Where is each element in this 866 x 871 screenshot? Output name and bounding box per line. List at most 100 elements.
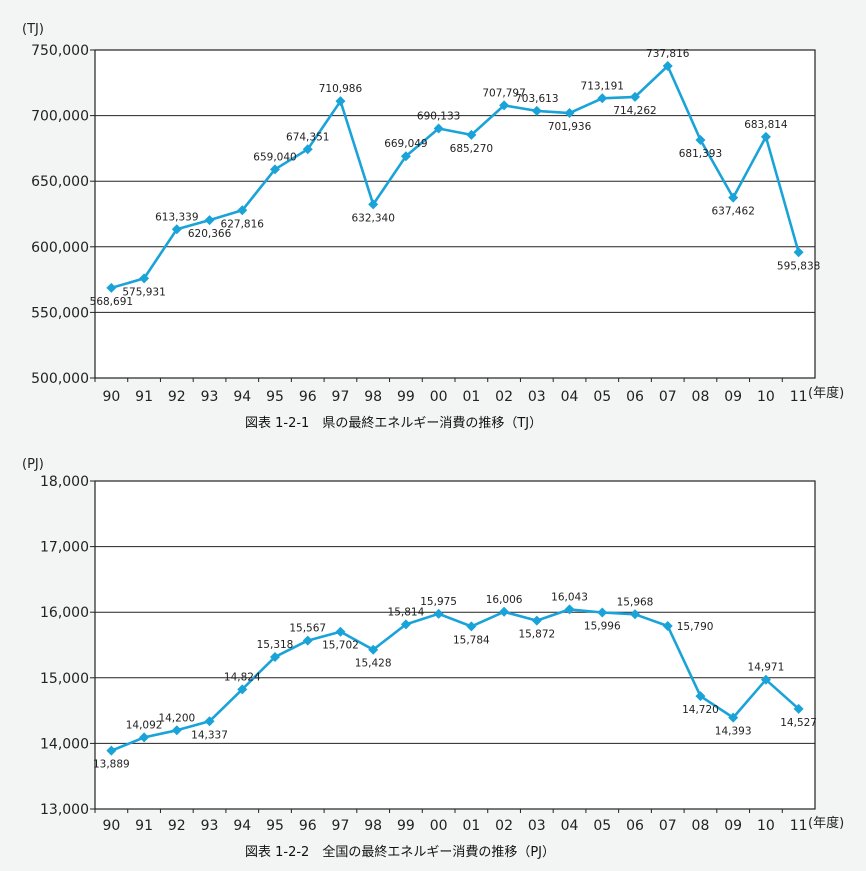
data-point — [564, 604, 575, 615]
data-label: 13,889 — [93, 759, 130, 771]
data-label: 14,337 — [191, 729, 228, 741]
data-label: 15,567 — [289, 623, 326, 635]
data-point — [171, 224, 182, 235]
data-point — [204, 215, 215, 226]
x-tick-label: 03 — [528, 818, 546, 834]
data-label: 620,366 — [188, 228, 232, 240]
data-label: 690,133 — [417, 111, 460, 123]
data-label: 669,049 — [384, 138, 427, 150]
data-point — [793, 703, 804, 714]
data-point — [270, 164, 280, 175]
data-point — [204, 716, 215, 727]
x-tick-label: 01 — [462, 389, 480, 405]
data-point — [564, 108, 575, 119]
data-point — [302, 144, 313, 155]
y-tick-label: 13,000 — [40, 802, 89, 818]
data-point — [793, 247, 804, 258]
x-tick-label: 94 — [233, 389, 251, 405]
data-label: 16,006 — [486, 594, 523, 606]
x-tick-label: 06 — [626, 389, 644, 405]
y-unit-label: (TJ) — [22, 22, 44, 37]
data-point — [139, 273, 150, 284]
x-tick-label: 11 — [790, 389, 808, 405]
x-tick-label: 99 — [397, 389, 415, 405]
y-tick-label: 17,000 — [40, 540, 89, 556]
data-label: 575,931 — [122, 286, 165, 298]
data-label: 659,040 — [253, 151, 296, 163]
data-point — [237, 684, 248, 695]
data-label: 710,986 — [319, 83, 363, 95]
data-label: 14,393 — [715, 726, 752, 738]
x-tick-label: 11 — [790, 818, 808, 834]
x-tick-label: 02 — [495, 389, 513, 405]
data-label: 15,968 — [617, 596, 654, 608]
data-label: 15,814 — [388, 606, 425, 618]
data-point — [499, 100, 510, 111]
data-label: 14,720 — [682, 704, 719, 716]
x-tick-label: 06 — [626, 818, 644, 834]
data-label: 683,814 — [744, 119, 788, 131]
series-line — [111, 64, 800, 290]
data-label: 595,838 — [777, 260, 820, 272]
x-tick-label: 91 — [135, 818, 153, 834]
data-label: 15,790 — [677, 621, 714, 633]
data-label: 613,339 — [155, 211, 198, 223]
x-tick-label: 09 — [724, 818, 742, 834]
data-point — [335, 626, 346, 637]
x-tick-label: 94 — [233, 818, 251, 834]
x-tick-label: 03 — [528, 389, 546, 405]
data-label: 701,936 — [548, 121, 592, 133]
x-tick-label: 08 — [692, 818, 710, 834]
data-point — [106, 282, 117, 293]
y-tick-label: 16,000 — [40, 605, 89, 621]
data-point — [695, 691, 706, 702]
y-tick-label: 500,000 — [31, 371, 89, 387]
data-point — [630, 91, 640, 102]
x-tick-label: 07 — [659, 818, 677, 834]
y-unit-label: (PJ) — [22, 457, 44, 472]
y-tick-label: 550,000 — [31, 305, 89, 321]
data-label: 637,462 — [711, 206, 754, 218]
data-label: 16,043 — [551, 591, 588, 603]
series-line — [110, 608, 800, 752]
x-tick-label: 93 — [201, 818, 219, 834]
data-point — [630, 609, 640, 620]
x-tick-label: 10 — [757, 818, 775, 834]
x-tick-label: 92 — [168, 389, 186, 405]
data-point — [597, 93, 608, 104]
x-tick-label: 97 — [332, 818, 350, 834]
data-point — [466, 621, 477, 632]
data-label: 14,200 — [158, 712, 195, 724]
data-label: 15,975 — [420, 596, 457, 608]
data-point — [531, 105, 542, 116]
data-point — [662, 60, 673, 71]
data-point — [499, 606, 510, 617]
data-label: 15,784 — [453, 634, 490, 646]
data-point — [466, 129, 477, 140]
data-point — [368, 644, 379, 655]
x-tick-label: 98 — [364, 389, 382, 405]
x-tick-label: 95 — [266, 389, 284, 405]
x-tick-label: 92 — [168, 818, 186, 834]
y-tick-label: 18,000 — [40, 474, 89, 490]
x-tick-label: 09 — [724, 389, 742, 405]
data-label: 15,318 — [257, 639, 294, 651]
data-point — [662, 620, 673, 631]
x-tick-label: 01 — [462, 818, 480, 834]
data-point — [433, 123, 444, 134]
data-point — [400, 151, 411, 162]
data-point — [760, 131, 771, 142]
data-label: 674,351 — [286, 131, 329, 143]
data-point — [139, 732, 150, 743]
x-tick-label: 99 — [397, 818, 415, 834]
data-label: 15,996 — [584, 620, 621, 632]
data-point — [597, 607, 608, 618]
y-tick-label: 650,000 — [31, 174, 89, 190]
x-tick-label: 07 — [659, 389, 677, 405]
x-tick-label: 96 — [299, 818, 317, 834]
data-label: 15,428 — [355, 658, 392, 670]
data-point — [728, 192, 739, 203]
data-label: 15,872 — [518, 629, 555, 641]
data-label: 627,816 — [221, 218, 265, 230]
